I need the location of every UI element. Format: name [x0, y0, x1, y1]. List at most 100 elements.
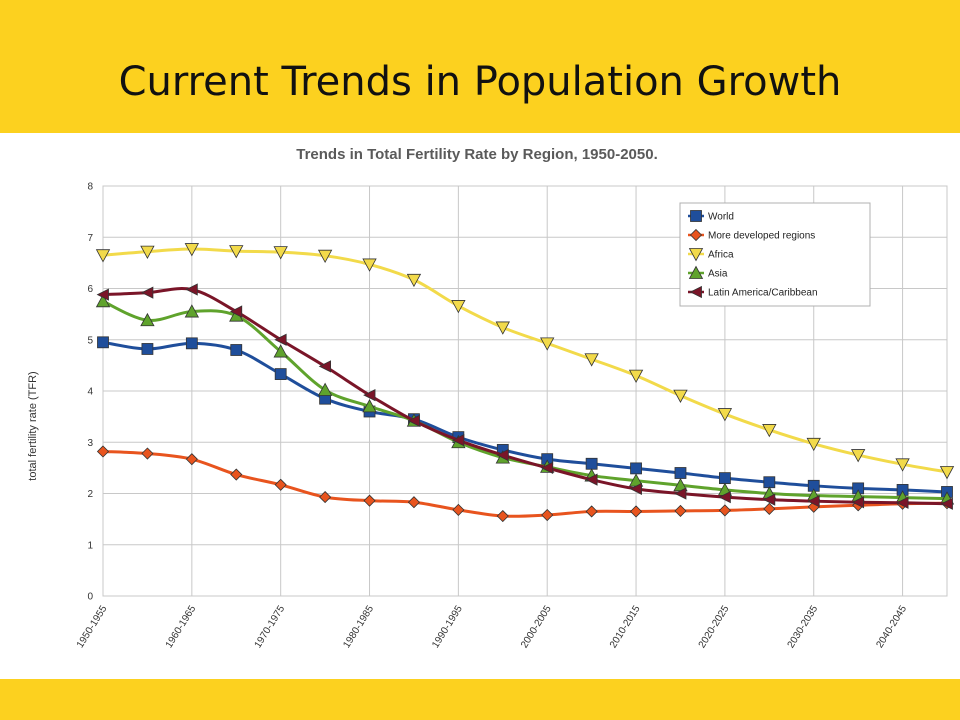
legend-label-latin-america-caribbean: Latin America/Caribbean — [708, 288, 818, 299]
series-line-world — [102, 340, 948, 494]
data-point-world — [718, 472, 731, 485]
data-point-africa — [717, 408, 733, 422]
fertility-chart: Trends in Total Fertility Rate by Region… — [27, 146, 955, 650]
data-point-more-developed-regions — [407, 496, 421, 509]
data-point-latin-america-caribbean — [940, 497, 953, 510]
y-tick-label: 6 — [87, 284, 93, 295]
data-point-world — [230, 344, 243, 356]
y-tick-label: 8 — [87, 182, 93, 193]
series-africa — [95, 243, 955, 480]
x-tick-label: 2010-2015 — [608, 603, 643, 650]
data-point-africa — [762, 424, 777, 438]
data-point-latin-america-caribbean — [674, 487, 687, 500]
y-axis-ticks: 0 1 2 3 4 5 6 7 8 — [87, 182, 93, 603]
y-tick-label: 7 — [87, 233, 93, 244]
x-tick-label: 2000-2005 — [519, 603, 554, 650]
data-point-more-developed-regions — [585, 505, 598, 518]
data-point-asia — [317, 382, 333, 396]
data-point-asia — [140, 312, 155, 327]
data-point-world — [274, 368, 287, 380]
data-point-more-developed-regions — [629, 505, 643, 518]
data-point-more-developed-regions — [452, 503, 465, 516]
data-point-africa — [229, 245, 244, 259]
data-point-more-developed-regions — [141, 447, 154, 460]
legend-marker-asia — [688, 265, 704, 279]
x-tick-label: 1960-1965 — [164, 603, 199, 650]
y-axis-label: total fertility rate (TFR) — [27, 371, 39, 480]
data-point-world — [674, 467, 687, 479]
data-point-latin-america-caribbean — [851, 496, 865, 509]
data-point-latin-america-caribbean — [762, 493, 776, 506]
data-point-asia — [95, 293, 111, 308]
data-point-latin-america-caribbean — [585, 473, 598, 486]
data-point-more-developed-regions — [718, 504, 731, 517]
legend-label-africa: Africa — [708, 250, 734, 261]
title-band — [0, 0, 960, 133]
data-point-africa — [584, 353, 599, 367]
x-tick-label: 1950-1955 — [75, 603, 110, 650]
data-point-africa — [806, 437, 821, 452]
data-point-africa — [317, 249, 333, 264]
data-point-asia — [362, 399, 377, 413]
y-tick-label: 4 — [87, 387, 93, 398]
data-point-africa — [184, 243, 200, 257]
data-point-latin-america-caribbean — [451, 434, 465, 447]
data-point-africa — [140, 245, 155, 259]
data-point-world — [585, 457, 598, 470]
legend-marker-latin-america-caribbean — [689, 285, 702, 299]
data-point-africa — [540, 337, 555, 351]
data-point-more-developed-regions — [674, 504, 687, 517]
data-point-africa — [406, 273, 422, 288]
data-point-more-developed-regions — [363, 494, 376, 507]
y-tick-label: 0 — [87, 592, 93, 603]
data-point-asia — [273, 344, 288, 358]
legend-label-more-developed-regions: More developed regions — [708, 231, 815, 242]
chart-title: Trends in Total Fertility Rate by Region… — [296, 146, 658, 163]
data-point-more-developed-regions — [541, 508, 554, 522]
data-point-more-developed-regions — [185, 453, 198, 466]
data-point-world — [97, 336, 109, 349]
data-point-africa — [628, 369, 644, 383]
data-point-latin-america-caribbean — [629, 482, 642, 496]
data-point-world — [630, 462, 642, 475]
y-tick-label: 3 — [87, 438, 93, 449]
data-point-africa — [95, 249, 111, 263]
legend: World More developed regions Africa Asia Lat… — [679, 202, 871, 307]
data-point-latin-america-caribbean — [718, 490, 731, 504]
x-tick-label: 2030-2035 — [786, 603, 821, 650]
y-tick-label: 5 — [87, 335, 93, 346]
data-point-latin-america-caribbean — [229, 305, 243, 318]
data-point-latin-america-caribbean — [363, 388, 376, 402]
data-point-world — [185, 337, 198, 350]
y-tick-label: 2 — [87, 489, 93, 500]
x-tick-label: 1990-1995 — [430, 603, 465, 650]
legend-box — [679, 202, 871, 307]
legend-label-asia: Asia — [708, 269, 728, 280]
data-point-africa — [673, 389, 688, 403]
data-point-world — [141, 343, 154, 355]
data-point-more-developed-regions — [96, 445, 110, 458]
data-point-world — [763, 476, 776, 489]
data-point-more-developed-regions — [319, 491, 332, 504]
data-point-africa — [362, 258, 377, 272]
data-point-africa — [850, 449, 866, 463]
x-tick-label: 1970-1975 — [253, 603, 288, 650]
series-asia — [95, 293, 955, 505]
data-point-africa — [895, 458, 910, 472]
data-point-more-developed-regions — [763, 502, 776, 515]
x-tick-label: 2020-2025 — [697, 603, 732, 650]
data-point-latin-america-caribbean — [407, 414, 420, 427]
legend-marker-more-developed-regions — [689, 228, 703, 242]
legend-marker-africa — [688, 248, 704, 262]
data-point-africa — [939, 466, 955, 480]
series-latin-america-caribbean — [96, 283, 953, 510]
x-tick-label: 1980-1985 — [341, 603, 376, 650]
data-point-latin-america-caribbean — [896, 496, 909, 509]
series-more-developed-regions — [96, 445, 954, 523]
data-point-latin-america-caribbean — [496, 448, 509, 462]
data-point-latin-america-caribbean — [96, 288, 109, 301]
data-point-latin-america-caribbean — [185, 283, 198, 296]
x-axis-ticks: 1950-1955 1960-1965 1970-1975 1980-1985 1990… — [75, 603, 909, 650]
data-point-more-developed-regions — [496, 509, 509, 523]
data-point-latin-america-caribbean — [318, 360, 332, 373]
